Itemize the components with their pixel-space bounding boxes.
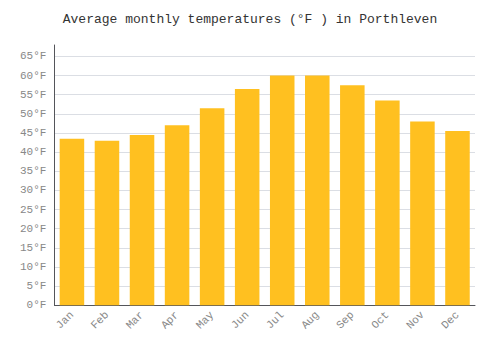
svg-text:Apr: Apr [159, 309, 181, 331]
svg-text:15°F: 15°F [20, 242, 46, 254]
svg-text:Jul: Jul [264, 309, 286, 331]
svg-text:Aug: Aug [299, 309, 321, 331]
svg-text:45°F: 45°F [20, 127, 46, 139]
svg-text:25°F: 25°F [20, 204, 46, 216]
svg-text:65°F: 65°F [20, 50, 46, 62]
svg-text:40°F: 40°F [20, 146, 46, 158]
svg-text:60°F: 60°F [20, 70, 46, 82]
svg-text:30°F: 30°F [20, 184, 46, 196]
svg-text:Feb: Feb [89, 309, 111, 331]
svg-text:0°F: 0°F [27, 299, 47, 311]
svg-text:5°F: 5°F [27, 280, 47, 292]
svg-text:May: May [194, 309, 217, 332]
svg-text:10°F: 10°F [20, 261, 46, 273]
svg-text:Jan: Jan [54, 309, 76, 331]
svg-text:50°F: 50°F [20, 108, 46, 120]
svg-text:Average monthly temperatures (: Average monthly temperatures (°F ) in Po… [63, 12, 437, 27]
svg-text:20°F: 20°F [20, 223, 46, 235]
svg-text:35°F: 35°F [20, 165, 46, 177]
svg-text:Dec: Dec [439, 309, 461, 331]
svg-text:Oct: Oct [369, 309, 391, 331]
svg-text:55°F: 55°F [20, 89, 46, 101]
svg-text:Sep: Sep [334, 309, 356, 331]
svg-text:Mar: Mar [124, 309, 146, 331]
svg-text:Jun: Jun [229, 309, 251, 331]
svg-text:Nov: Nov [404, 309, 427, 332]
